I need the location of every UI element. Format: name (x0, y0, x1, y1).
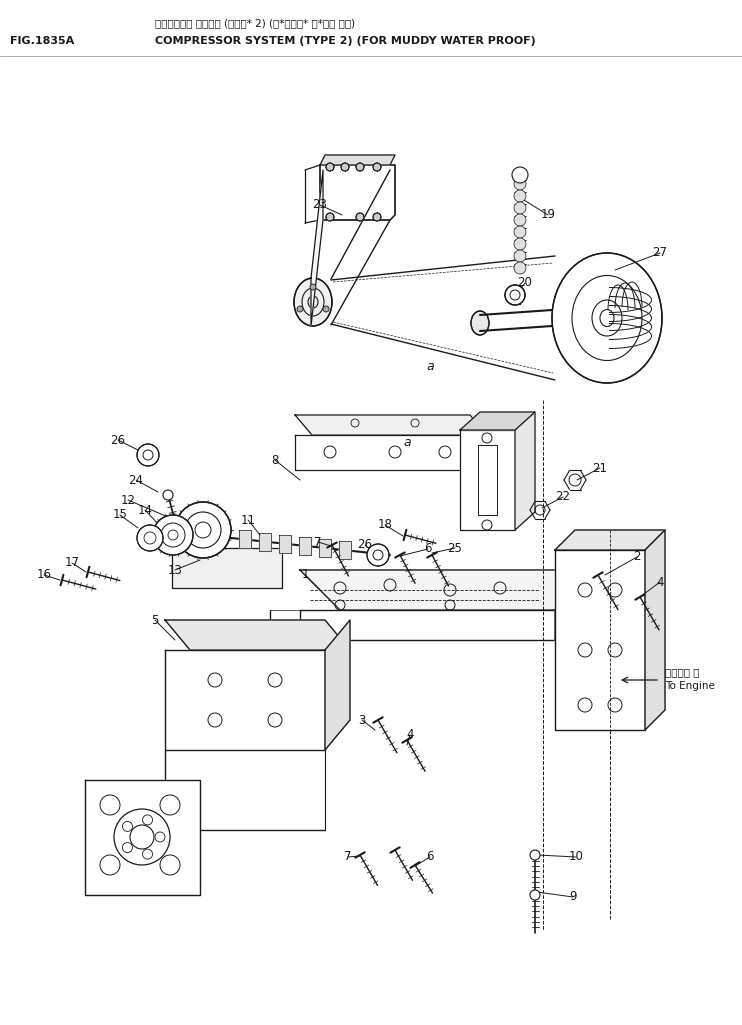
Text: 24: 24 (128, 474, 143, 487)
Polygon shape (470, 415, 487, 470)
Text: 18: 18 (378, 519, 393, 532)
Circle shape (514, 226, 526, 238)
Text: エンプレッサ システム (タイプ* 2) (ト*ロミス* ホ*ウジ ヨウ): エンプレッサ システム (タイプ* 2) (ト*ロミス* ホ*ウジ ヨウ) (155, 18, 355, 28)
Polygon shape (555, 570, 595, 640)
Circle shape (514, 250, 526, 262)
Polygon shape (460, 430, 515, 530)
Circle shape (530, 890, 540, 900)
Text: To Engine: To Engine (665, 681, 715, 691)
Circle shape (373, 163, 381, 171)
Circle shape (310, 284, 316, 290)
Circle shape (137, 444, 159, 466)
Text: 7: 7 (315, 535, 322, 548)
Polygon shape (259, 533, 271, 550)
Circle shape (514, 202, 526, 214)
Text: 2: 2 (633, 550, 641, 564)
Text: 20: 20 (518, 277, 533, 289)
Text: 17: 17 (65, 557, 79, 570)
Polygon shape (460, 412, 535, 430)
Circle shape (297, 306, 303, 312)
Polygon shape (300, 610, 555, 640)
Polygon shape (311, 170, 323, 326)
Circle shape (514, 238, 526, 250)
Text: 14: 14 (137, 503, 153, 517)
Text: 21: 21 (593, 461, 608, 475)
Circle shape (505, 285, 525, 305)
Polygon shape (319, 539, 331, 557)
Text: 15: 15 (113, 508, 128, 522)
Polygon shape (295, 435, 470, 470)
Text: 7: 7 (344, 851, 352, 863)
Circle shape (153, 515, 193, 555)
Circle shape (326, 213, 334, 221)
Text: 1: 1 (301, 569, 309, 581)
Text: 19: 19 (540, 208, 556, 221)
Polygon shape (320, 155, 395, 165)
Text: 6: 6 (424, 542, 432, 556)
Text: 25: 25 (447, 541, 462, 555)
Text: 10: 10 (568, 851, 583, 863)
Circle shape (326, 163, 334, 171)
Text: 27: 27 (652, 246, 668, 259)
Polygon shape (339, 541, 351, 560)
Polygon shape (555, 530, 665, 550)
Circle shape (367, 544, 389, 566)
Text: 5: 5 (151, 614, 159, 626)
Text: 9: 9 (569, 891, 577, 903)
Polygon shape (299, 537, 311, 555)
Circle shape (323, 306, 329, 312)
Text: 12: 12 (120, 493, 136, 506)
Polygon shape (165, 620, 350, 650)
Circle shape (514, 214, 526, 226)
Text: 26: 26 (111, 434, 125, 447)
Text: 26: 26 (358, 538, 372, 551)
Polygon shape (320, 165, 395, 220)
Text: 23: 23 (312, 199, 327, 211)
Ellipse shape (471, 311, 489, 335)
Polygon shape (85, 780, 200, 895)
Ellipse shape (552, 253, 662, 383)
Text: a: a (426, 361, 434, 373)
Circle shape (514, 262, 526, 274)
Text: 13: 13 (168, 564, 183, 576)
Text: COMPRESSOR SYSTEM (TYPE 2) (FOR MUDDY WATER PROOF): COMPRESSOR SYSTEM (TYPE 2) (FOR MUDDY WA… (155, 36, 536, 46)
Text: 16: 16 (36, 569, 51, 581)
Circle shape (514, 190, 526, 202)
Circle shape (514, 178, 526, 190)
Polygon shape (239, 531, 251, 548)
Circle shape (137, 525, 163, 551)
Polygon shape (555, 550, 645, 730)
Text: 4: 4 (656, 575, 664, 588)
Polygon shape (165, 650, 325, 750)
Text: a: a (403, 436, 411, 449)
Text: 8: 8 (272, 453, 279, 466)
Text: 4: 4 (407, 729, 414, 741)
Circle shape (356, 213, 364, 221)
Circle shape (163, 490, 173, 500)
Text: 6: 6 (426, 851, 434, 863)
Polygon shape (300, 570, 595, 610)
Polygon shape (645, 530, 665, 730)
Circle shape (341, 163, 349, 171)
Circle shape (373, 213, 381, 221)
Polygon shape (172, 548, 282, 588)
Text: 22: 22 (556, 491, 571, 503)
Ellipse shape (294, 278, 332, 326)
Polygon shape (325, 620, 350, 750)
Text: FIG.1835A: FIG.1835A (10, 36, 74, 46)
Circle shape (512, 167, 528, 183)
Polygon shape (295, 415, 487, 435)
Text: 3: 3 (358, 713, 366, 727)
Polygon shape (515, 412, 535, 530)
Text: エンジン へ: エンジン へ (665, 667, 700, 676)
Polygon shape (279, 535, 291, 552)
Circle shape (175, 502, 231, 558)
Circle shape (530, 850, 540, 860)
Circle shape (356, 163, 364, 171)
Text: 11: 11 (240, 514, 255, 527)
